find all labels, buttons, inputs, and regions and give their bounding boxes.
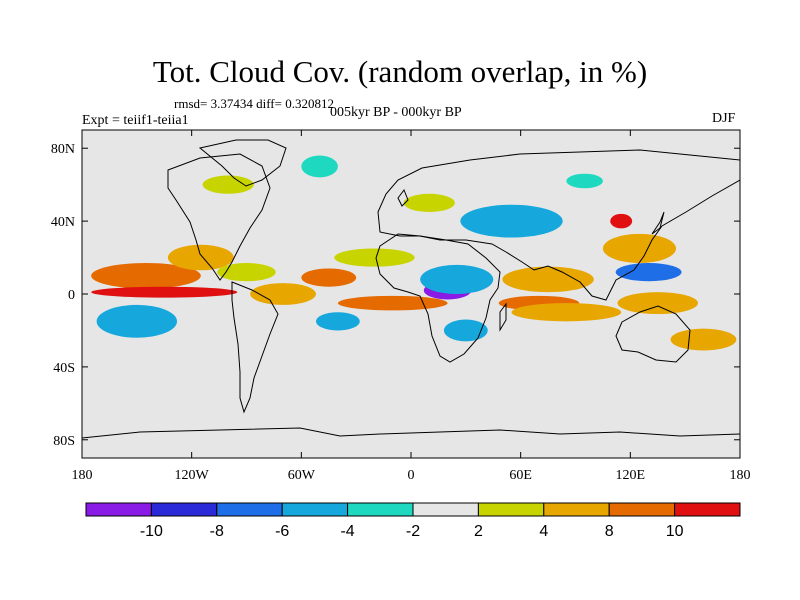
colorbar-label-7: 8 xyxy=(605,523,614,540)
x-tick-label-1: 120W xyxy=(175,468,210,483)
colorbar-swatch-5 xyxy=(412,502,479,517)
anomaly-region-16 xyxy=(502,266,594,293)
season-label: DJF xyxy=(712,111,736,126)
y-tick-label-4: 80S xyxy=(53,434,75,449)
anomaly-fill-layer xyxy=(91,155,737,351)
colorbar-swatch-7 xyxy=(543,502,610,517)
anomaly-region-27 xyxy=(566,173,603,189)
coastline-australia xyxy=(615,305,691,363)
colorbar-label-1: -8 xyxy=(210,523,224,540)
x-tick-label-2: 60W xyxy=(288,468,316,483)
y-tick-label-2: 0 xyxy=(68,288,75,303)
x-tick-label-5: 120E xyxy=(616,468,646,483)
y-tick-label-1: 40N xyxy=(51,215,75,230)
stats-label: rmsd= 3.37434 diff= 0.320812 xyxy=(174,96,334,111)
anomaly-region-0 xyxy=(91,263,201,289)
anomaly-region-18 xyxy=(511,303,622,322)
experiment-label: Expt = teiif1-teiia1 xyxy=(82,113,189,128)
anomaly-region-15 xyxy=(460,204,563,238)
anomaly-region-3 xyxy=(96,304,178,338)
anomaly-region-9 xyxy=(337,295,448,311)
colorbar-swatch-3 xyxy=(281,502,349,517)
colorbar-label-3: -4 xyxy=(340,523,354,540)
anomaly-region-4 xyxy=(167,244,234,271)
anomaly-region-7 xyxy=(301,268,357,287)
x-tick-label-4: 60E xyxy=(509,468,532,483)
coastline-greenland xyxy=(198,139,287,187)
colorbar-label-4: -2 xyxy=(406,523,420,540)
coastline-africa xyxy=(375,233,501,363)
colorbar-label-2: -6 xyxy=(275,523,289,540)
colorbar: -10 -8 -6 -4 -2 2 4 8 10 xyxy=(85,502,741,540)
chart-title: Tot. Cloud Cov. (random overlap, in %) xyxy=(152,54,648,89)
colorbar-label-8: 10 xyxy=(666,523,684,540)
colorbar-swatch-6 xyxy=(477,502,545,517)
coastline-british-isles xyxy=(397,188,409,207)
anomaly-region-22 xyxy=(617,292,698,315)
anomaly-region-19 xyxy=(610,213,633,229)
colorbar-label-5: 2 xyxy=(474,523,483,540)
anomaly-region-13 xyxy=(443,319,488,342)
coastline-layer xyxy=(82,139,740,439)
coastline-south-america xyxy=(231,281,279,414)
anomaly-region-25 xyxy=(301,155,338,178)
x-tick-label-0: 180 xyxy=(72,468,93,483)
anomaly-region-21 xyxy=(615,263,682,282)
anomaly-region-5 xyxy=(217,263,276,282)
anomaly-region-26 xyxy=(403,193,455,212)
coastline-eurasia xyxy=(377,149,740,301)
x-tick-label-6: 180 xyxy=(730,468,751,483)
anomaly-region-6 xyxy=(250,283,316,305)
coastline-north-america xyxy=(167,153,271,281)
colorbar-swatch-4 xyxy=(347,502,414,517)
anomaly-region-1 xyxy=(91,286,238,298)
colorbar-swatch-1 xyxy=(150,502,218,517)
coastline-japan xyxy=(651,211,665,235)
anomaly-region-8 xyxy=(315,312,360,331)
x-axis: 180 120W 60W 0 60E 120E 180 xyxy=(72,130,751,483)
coastline-madagascar xyxy=(499,302,507,332)
anomaly-region-23 xyxy=(670,328,737,351)
anomaly-region-24 xyxy=(202,175,254,194)
colorbar-label-6: 4 xyxy=(539,523,548,540)
colorbar-swatch-8 xyxy=(608,502,676,517)
anomaly-region-12 xyxy=(420,264,494,294)
period-label: 005kyr BP - 000kyr BP xyxy=(330,105,462,120)
y-tick-label-3: 40S xyxy=(53,361,75,376)
colorbar-swatch-2 xyxy=(216,502,283,517)
coastline-antarctica xyxy=(82,427,740,439)
anomaly-region-10 xyxy=(334,248,415,267)
y-axis: 80N 40N 0 40S 80S xyxy=(51,142,740,449)
colorbar-label-0: -10 xyxy=(140,523,163,540)
y-tick-label-0: 80N xyxy=(51,142,75,157)
colorbar-swatch-9 xyxy=(674,502,741,517)
anomaly-region-20 xyxy=(602,233,677,264)
colorbar-swatch-0 xyxy=(85,502,152,517)
x-tick-label-3: 0 xyxy=(408,468,415,483)
